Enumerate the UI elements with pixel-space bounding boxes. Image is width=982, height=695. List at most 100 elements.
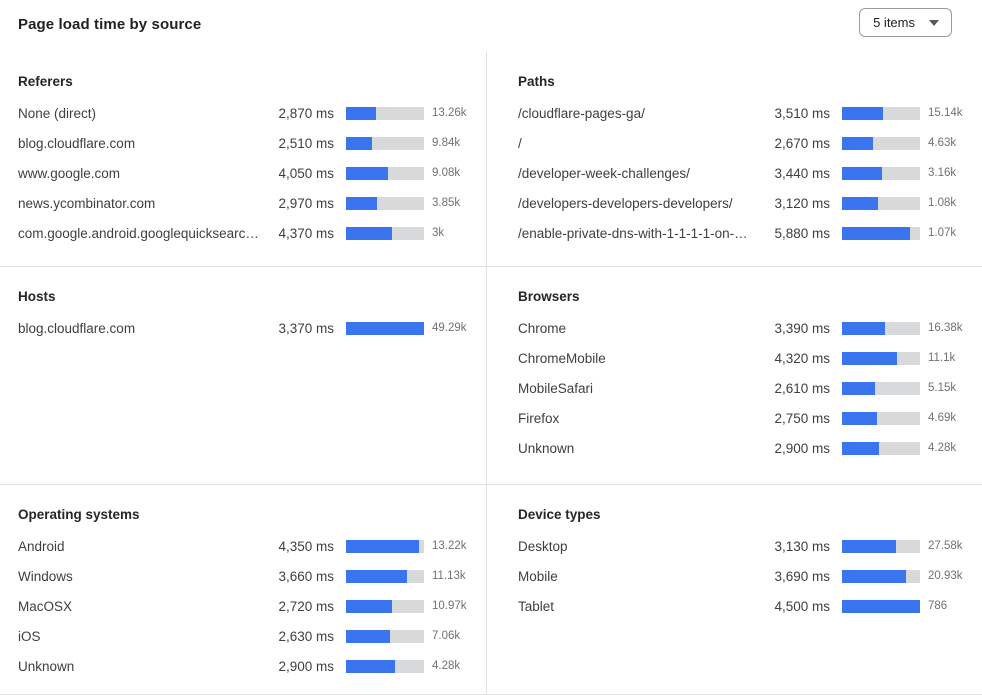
row-count: 27.58k: [928, 540, 963, 552]
row-label: Tablet: [518, 598, 555, 614]
breakdown-row: /developers-developers-developers/3,120 …: [518, 188, 982, 218]
row-label: Unknown: [18, 658, 75, 674]
breakdown-row: /developer-week-challenges/3,440 ms 3.16k: [518, 158, 982, 188]
row-load-time: 5,880 ms: [774, 225, 830, 241]
row-count: 20.93k: [928, 570, 963, 582]
bar-track: [842, 599, 920, 613]
bar-fill: [842, 226, 911, 240]
row-label: /: [518, 135, 522, 151]
row-count: 10.97k: [432, 600, 467, 612]
row-load-time: 2,510 ms: [278, 135, 334, 151]
row-load-time: 3,120 ms: [774, 195, 830, 211]
row-load-time: 2,900 ms: [278, 658, 334, 674]
breakdown-row: Firefox 2,750 ms 4.69k: [518, 403, 982, 433]
row-label: Unknown: [518, 440, 575, 456]
row-label: blog.cloudflare.com: [18, 320, 136, 336]
bar-fill: [842, 411, 877, 425]
breakdown-row: / 2,670 ms 4.63k: [518, 128, 982, 158]
bar-fill: [842, 599, 920, 613]
panels-grid: Referers None (direct) 2,870 ms 13.26k blog.…: [0, 52, 982, 695]
bar-fill: [346, 136, 373, 150]
row-load-time: 4,320 ms: [774, 350, 830, 366]
bar-fill: [346, 599, 392, 613]
row-load-time: 2,610 ms: [774, 380, 830, 396]
breakdown-row: None (direct) 2,870 ms 13.26k: [18, 98, 486, 128]
row-load-time: 2,720 ms: [278, 598, 334, 614]
bar-track: [842, 321, 920, 335]
row-load-time: 2,900 ms: [774, 440, 830, 456]
items-count-value: 5 items: [873, 15, 915, 30]
row-label: Desktop: [518, 538, 568, 554]
breakdown-row: Mobile 3,690 ms 20.93k: [518, 561, 982, 591]
bar-fill: [842, 196, 879, 210]
bar-fill: [346, 629, 391, 643]
bar-track: [346, 599, 424, 613]
row-label: Mobile: [518, 568, 558, 584]
bar-fill: [842, 351, 897, 365]
row-count: 1.07k: [928, 227, 957, 239]
row-load-time: 2,750 ms: [774, 410, 830, 426]
row-label: com.google.android.googlequicksearc…: [18, 225, 259, 241]
bar-fill: [842, 321, 885, 335]
panel-referers: Referers None (direct) 2,870 ms 13.26k blog.…: [0, 52, 486, 266]
bar-fill: [842, 166, 882, 180]
bar-track: [842, 441, 920, 455]
bar-track: [346, 569, 424, 583]
row-load-time: 3,440 ms: [774, 165, 830, 181]
breakdown-row: blog.cloudflare.com 3,370 ms 49.29k: [18, 313, 486, 343]
breakdown-row: iOS 2,630 ms 7.06k: [18, 621, 486, 651]
breakdown-row: ChromeMobile 4,320 ms 11.1k: [518, 343, 982, 373]
breakdown-row: news.ycombinator.com 2,970 ms 3.85k: [18, 188, 486, 218]
row-count: 49.29k: [432, 322, 467, 334]
row-load-time: 3,130 ms: [774, 538, 830, 554]
row-load-time: 2,870 ms: [278, 105, 334, 121]
row-count: 3.16k: [928, 167, 957, 179]
row-load-time: 3,660 ms: [278, 568, 334, 584]
breakdown-row: /enable-private-dns-with-1-1-1-1-on-… 5,8…: [518, 218, 982, 248]
bar-track: [842, 226, 920, 240]
row-label: MobileSafari: [518, 380, 594, 396]
bar-track: [346, 629, 424, 643]
panel-browsers: Browsers Chrome 3,390 ms 16.38k ChromeMobile…: [486, 266, 982, 484]
panel-title: Referers: [18, 74, 73, 89]
row-load-time: 2,630 ms: [278, 628, 334, 644]
row-count: 13.22k: [432, 540, 467, 552]
bar-fill: [842, 441, 879, 455]
bar-track: [842, 106, 920, 120]
row-label: www.google.com: [18, 165, 121, 181]
row-label: MacOSX: [18, 598, 73, 614]
panel-operating-systems: Operating systems Android 4,350 ms 13.22k Wi…: [0, 484, 486, 694]
row-load-time: 3,390 ms: [774, 320, 830, 336]
row-count: 11.13k: [432, 570, 466, 582]
row-load-time: 3,370 ms: [278, 320, 334, 336]
panel-title: Hosts: [18, 289, 56, 304]
bar-fill: [842, 381, 876, 395]
panel-paths: Paths/cloudflare-pages-ga/3,510 ms 15.14k…: [486, 52, 982, 266]
caret-down-icon: [929, 19, 939, 26]
row-count: 4.63k: [928, 137, 957, 149]
row-count: 1.08k: [928, 197, 957, 209]
bar-track: [346, 539, 424, 553]
row-load-time: 4,050 ms: [278, 165, 334, 181]
bar-track: [346, 106, 424, 120]
row-count: 3.85k: [432, 197, 461, 209]
row-label: Android: [18, 538, 65, 554]
bar-fill: [842, 569, 906, 583]
bar-track: [842, 411, 920, 425]
row-count: 4.28k: [432, 660, 461, 672]
row-label: ChromeMobile: [518, 350, 606, 366]
row-load-time: 3,690 ms: [774, 568, 830, 584]
bar-track: [842, 381, 920, 395]
bar-track: [842, 166, 920, 180]
bar-fill: [842, 136, 874, 150]
row-load-time: 4,350 ms: [278, 538, 334, 554]
bar-track: [842, 539, 920, 553]
row-label: Firefox: [518, 410, 560, 426]
panel-title: Operating systems: [18, 507, 140, 522]
breakdown-row: Android 4,350 ms 13.22k: [18, 531, 486, 561]
row-count: 13.26k: [432, 107, 467, 119]
breakdown-row: Chrome 3,390 ms 16.38k: [518, 313, 982, 343]
bar-track: [842, 136, 920, 150]
panel-hosts: Hosts blog.cloudflare.com 3,370 ms 49.29k: [0, 266, 486, 484]
items-count-dropdown[interactable]: 5 items: [859, 8, 952, 37]
